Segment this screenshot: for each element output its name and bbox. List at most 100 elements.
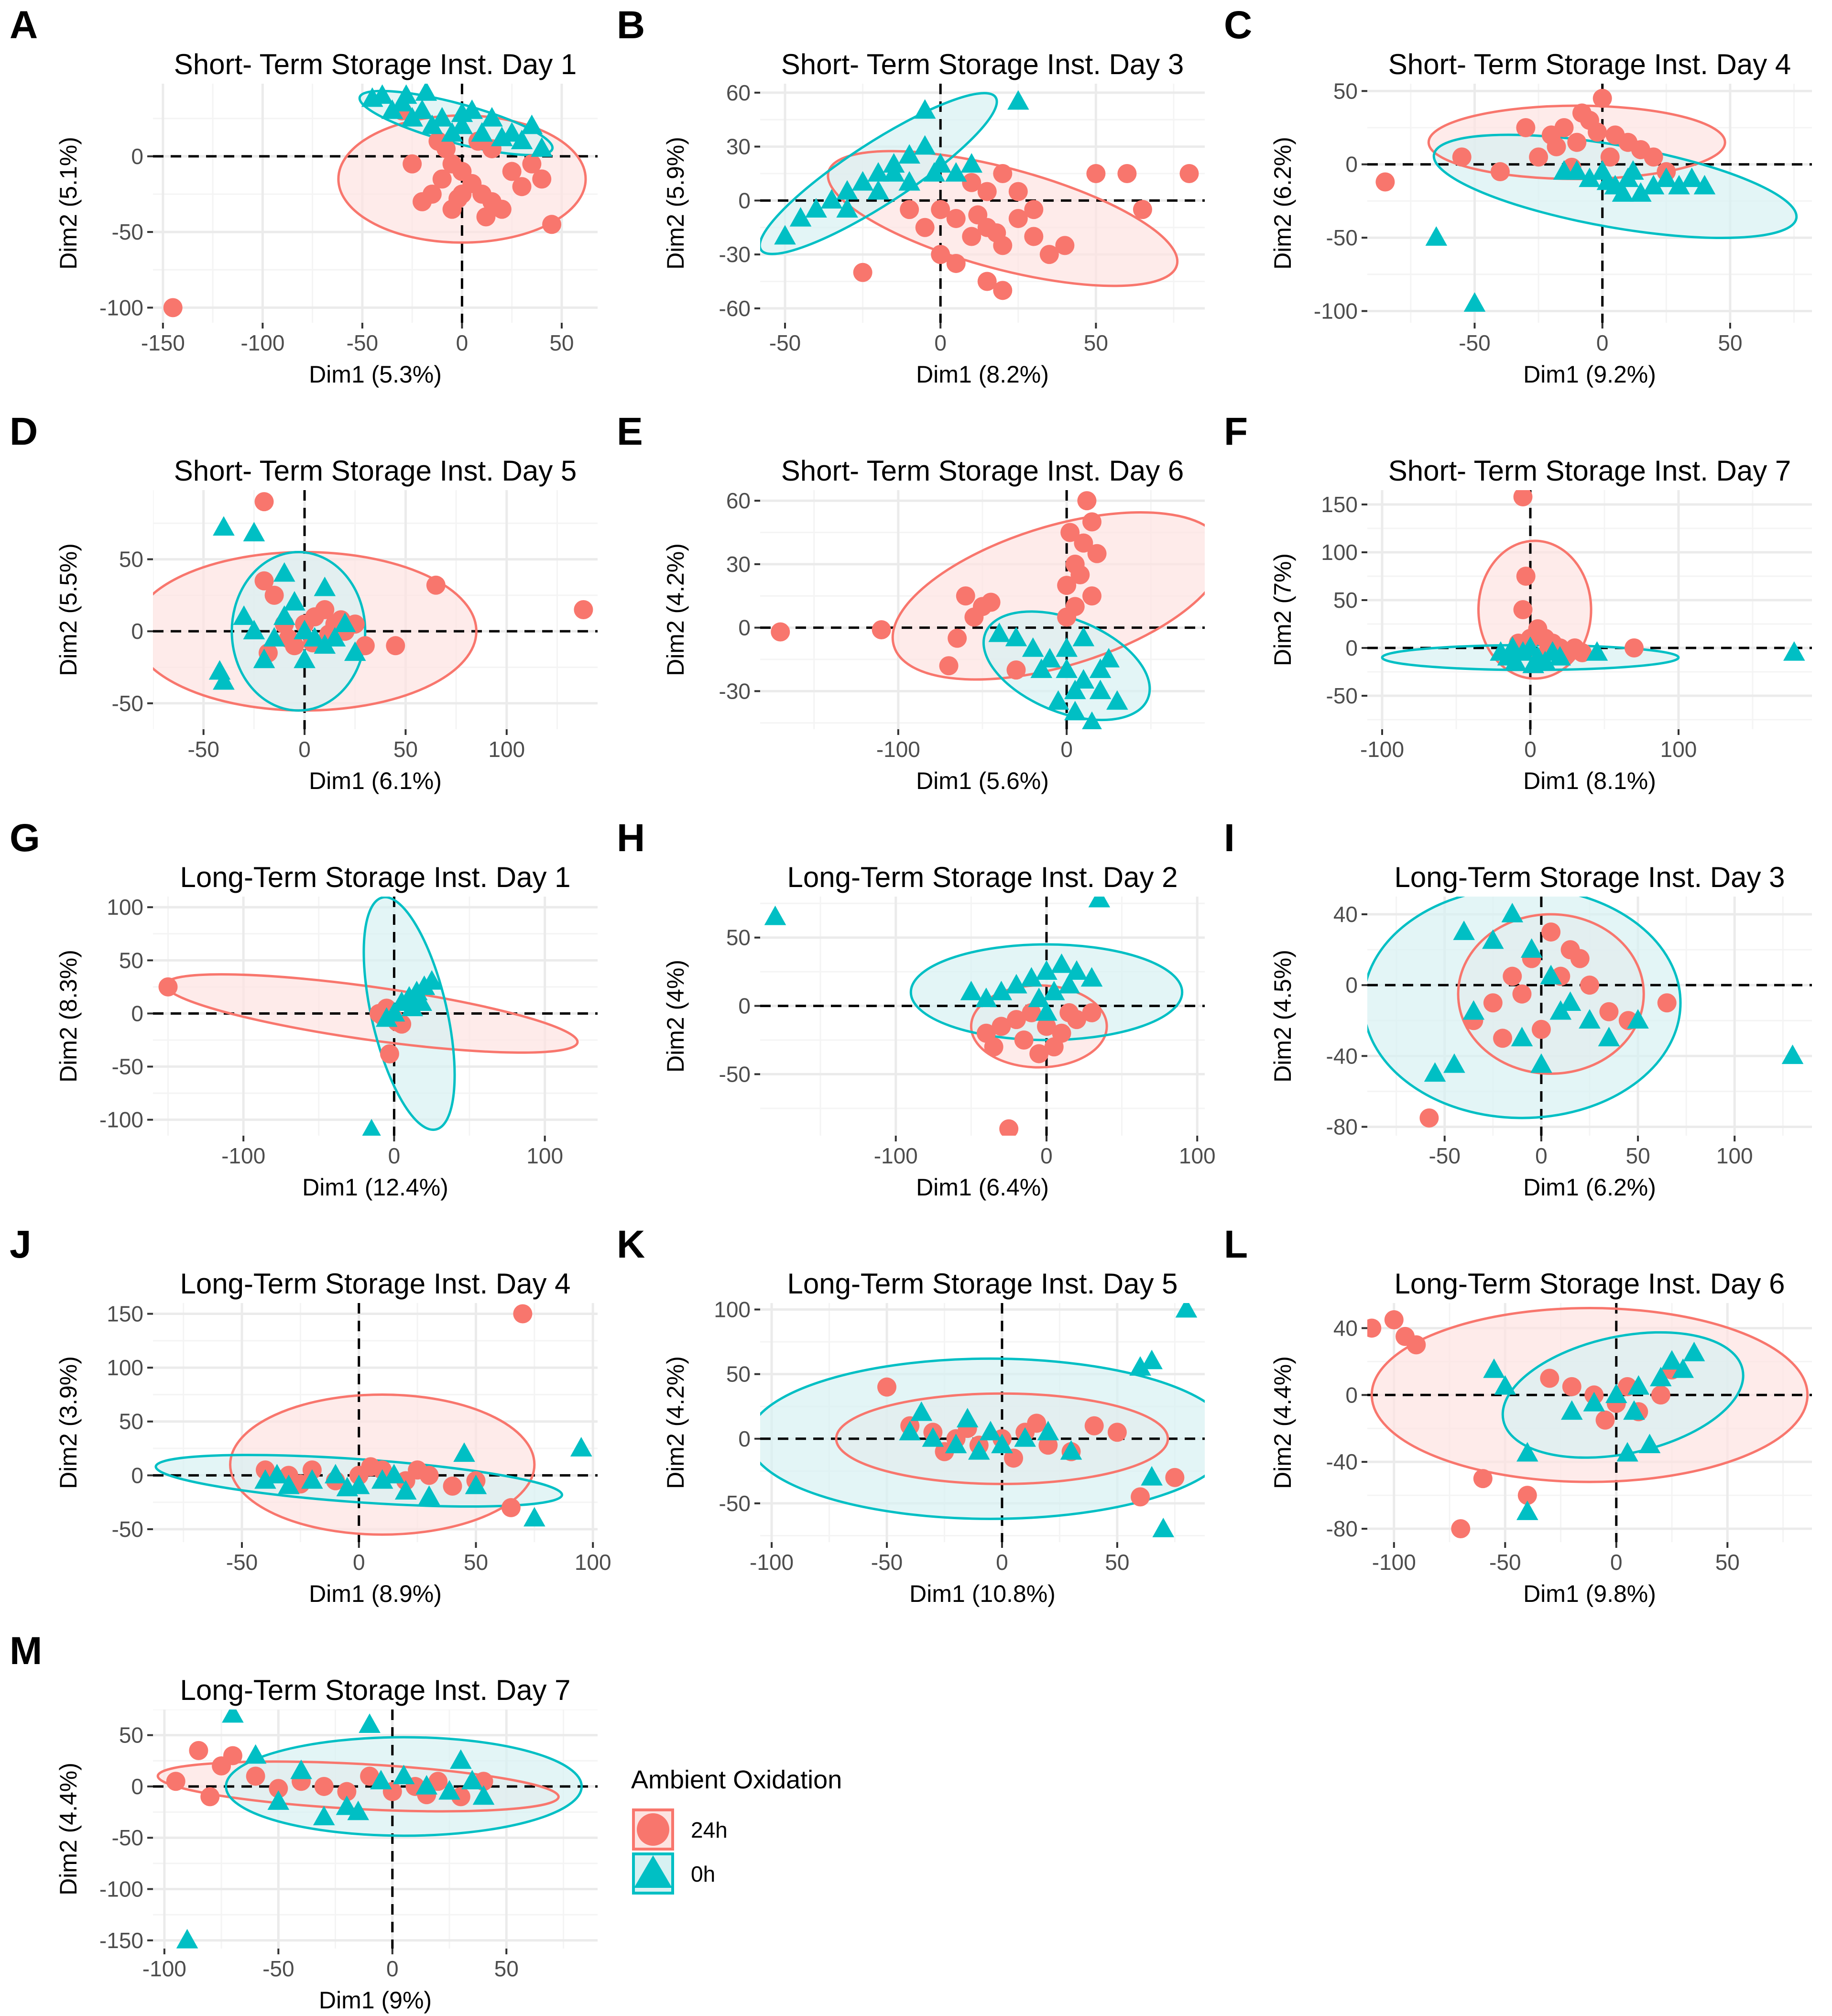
panel-c-plot-area bbox=[1367, 84, 1812, 323]
legend-item-24h: 24h bbox=[632, 1808, 728, 1851]
panel-f-point-0h bbox=[1549, 646, 1571, 666]
panel-h-point-24h bbox=[999, 1119, 1019, 1136]
panel-e-xtick-label: 0 bbox=[1060, 737, 1073, 762]
panel-e-plot-area bbox=[760, 490, 1205, 729]
panel-b-ytick-label: 30 bbox=[726, 134, 751, 159]
panel-c-point-0h bbox=[1680, 167, 1703, 187]
panel-b-point-24h bbox=[1117, 164, 1137, 183]
panel-i-point-0h bbox=[1559, 991, 1581, 1011]
panel-d-point-0h bbox=[294, 648, 316, 668]
panel-l-point-24h bbox=[1595, 1410, 1615, 1430]
panel-m-xtick-label: -50 bbox=[262, 1956, 294, 1981]
panel-k-point-24h bbox=[1004, 1448, 1024, 1468]
panel-c-point-24h bbox=[1567, 132, 1587, 152]
panel-m-plot-area bbox=[153, 1709, 598, 1949]
panel-b-ellipse-0h bbox=[760, 92, 998, 255]
panel-m-point-0h bbox=[267, 1790, 290, 1810]
panel-d-point-24h bbox=[279, 629, 298, 648]
panel-d-xtick-label: 0 bbox=[298, 737, 311, 762]
panel-a-point-0h bbox=[471, 122, 493, 142]
panel-j-letter: J bbox=[10, 1223, 32, 1266]
panel-d-point-0h bbox=[294, 620, 316, 639]
panel-l-point-0h bbox=[1583, 1391, 1605, 1412]
panel-d-point-0h bbox=[213, 670, 235, 690]
panel-e-ylabel: Dim2 (4.2%) bbox=[662, 543, 689, 676]
panel-c-point-0h bbox=[1425, 226, 1448, 246]
panel-b-point-0h bbox=[867, 162, 889, 182]
panel-j-xtick-label: 50 bbox=[464, 1550, 488, 1575]
panel-e-point-24h bbox=[1057, 576, 1077, 595]
panel-l-ytick-label: 0 bbox=[1345, 1382, 1358, 1407]
panel-l-point-24h bbox=[1384, 1310, 1404, 1329]
panel-i-point-0h bbox=[1530, 1053, 1552, 1073]
panel-j: -50 0 50 100 -50 0 50 100 150 J Long-Term Storage … bbox=[10, 1223, 611, 1607]
panel-k-xtick-label: 50 bbox=[1105, 1550, 1129, 1575]
panel-b-point-0h bbox=[867, 180, 889, 200]
panel-f-ytick-label: 150 bbox=[1321, 492, 1358, 517]
panel-i-xtick-label: -50 bbox=[1429, 1143, 1460, 1168]
panel-f-ellipse-24h bbox=[1477, 539, 1592, 680]
panel-j-point-24h bbox=[513, 1304, 533, 1324]
panel-l-point-0h bbox=[1683, 1341, 1705, 1361]
panel-f-letter: F bbox=[1224, 410, 1248, 453]
panel-k-ytick-label: -50 bbox=[719, 1491, 751, 1516]
panel-b-point-24h bbox=[900, 200, 919, 219]
panel-c-ytick-label: -50 bbox=[1326, 225, 1358, 250]
panel-h-point-0h bbox=[1058, 974, 1080, 994]
panel-m-xtick-label: 0 bbox=[386, 1956, 399, 1981]
panel-j-point-0h bbox=[523, 1507, 545, 1527]
panel-e-point-0h bbox=[1089, 679, 1112, 700]
panel-d-point-24h bbox=[426, 575, 446, 595]
panel-c-point-0h bbox=[1579, 167, 1601, 187]
panel-m-letter: M bbox=[10, 1629, 42, 1673]
panel-e-point-0h bbox=[1082, 711, 1102, 729]
panel-i-point-24h bbox=[1483, 993, 1503, 1013]
panel-b-point-0h bbox=[923, 162, 945, 182]
panel-b-point-24h bbox=[977, 182, 997, 201]
panel-l-point-0h bbox=[1650, 1367, 1672, 1387]
panel-a-point-24h bbox=[502, 162, 522, 181]
panel-c-point-24h bbox=[1547, 137, 1566, 156]
panel-b-title: Short- Term Storage Inst. Day 3 bbox=[781, 48, 1184, 80]
panel-l-point-24h bbox=[1451, 1519, 1471, 1539]
panel-l-point-0h bbox=[1638, 1434, 1661, 1454]
panel-c-point-24h bbox=[1529, 147, 1548, 167]
panel-b-point-24h bbox=[987, 223, 1006, 243]
panel-m-point-24h bbox=[246, 1766, 265, 1786]
panel-k-point-0h bbox=[1141, 1349, 1163, 1370]
panel-l-point-0h bbox=[1561, 1400, 1583, 1420]
panel-i-point-0h bbox=[1540, 964, 1562, 985]
panel-i-point-24h bbox=[1419, 1108, 1439, 1128]
panel-e-point-24h bbox=[956, 586, 975, 606]
panel-a-point-0h bbox=[421, 114, 443, 134]
panel-h-ytick-label: 50 bbox=[726, 925, 751, 950]
panel-g-xtick-label: 0 bbox=[388, 1143, 401, 1168]
panel-l-title: Long-Term Storage Inst. Day 6 bbox=[1394, 1268, 1785, 1300]
panel-l-point-0h bbox=[1661, 1350, 1683, 1370]
panel-b-plot-area bbox=[760, 84, 1205, 323]
panel-m-ytick-label: -50 bbox=[112, 1825, 143, 1850]
panel-l-point-0h bbox=[1672, 1358, 1694, 1378]
panel-k-xtick-label: -100 bbox=[750, 1550, 794, 1575]
panel-e-point-0h bbox=[1047, 690, 1069, 710]
panel-m-ellipse-0h bbox=[225, 1736, 583, 1837]
panel-l-xtick-label: 50 bbox=[1715, 1550, 1740, 1575]
panel-e-point-24h bbox=[981, 592, 1001, 612]
panel-e-point-0h bbox=[1022, 637, 1044, 657]
panel-c-point-24h bbox=[1572, 103, 1592, 123]
panel-h-point-24h bbox=[1014, 1030, 1034, 1050]
panel-d-ytick-label: 50 bbox=[119, 547, 143, 572]
panel-g-point-0h bbox=[401, 997, 424, 1017]
panel-b-point-0h bbox=[914, 99, 936, 119]
legend-label-24h: 24h bbox=[691, 1818, 728, 1842]
panel-m-ytick-label: -100 bbox=[99, 1877, 143, 1902]
panel-h-ytick-label: 0 bbox=[738, 994, 751, 1019]
panel-i-point-24h bbox=[1580, 975, 1599, 995]
panel-h-point-24h bbox=[1082, 1003, 1101, 1022]
panel-c-point-0h bbox=[1693, 175, 1716, 195]
panel-l-point-24h bbox=[1562, 1377, 1581, 1396]
panel-h-xtick-label: 100 bbox=[1179, 1143, 1216, 1168]
panel-d-xtick-label: -50 bbox=[187, 737, 219, 762]
panel-e-point-24h bbox=[939, 656, 959, 676]
panel-j-ytick-label: 100 bbox=[107, 1355, 143, 1380]
